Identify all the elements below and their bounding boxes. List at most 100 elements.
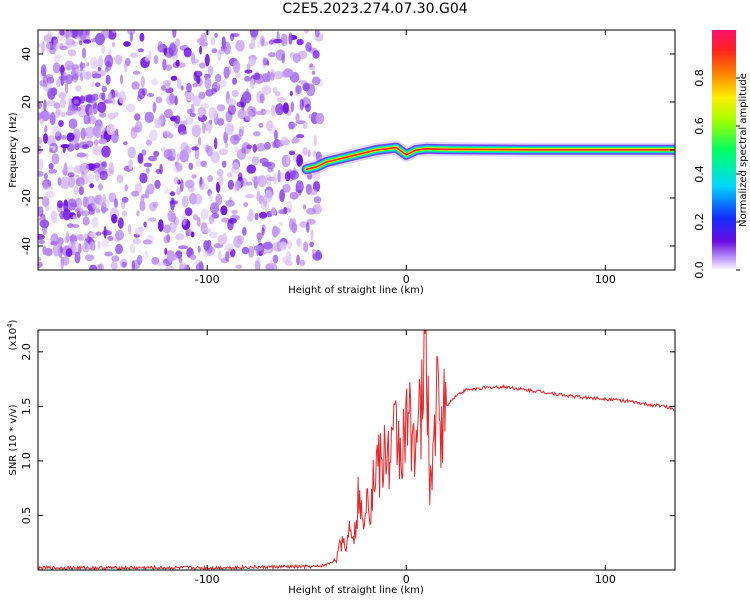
noise-blob — [200, 208, 209, 220]
noise-blob — [295, 113, 300, 123]
noise-blob — [101, 239, 110, 248]
noise-blob — [112, 41, 115, 48]
chart-title: C2E5.2023.274.07.30.G04 — [282, 1, 468, 17]
noise-blob — [143, 162, 153, 168]
noise-blob — [279, 241, 287, 251]
noise-blob — [72, 73, 79, 83]
noise-blob — [72, 241, 80, 253]
noise-blob — [89, 183, 94, 189]
noise-blob — [235, 264, 243, 269]
noise-blob — [165, 64, 172, 71]
noise-blob — [67, 175, 76, 188]
noise-blob — [95, 231, 102, 236]
noise-blob — [221, 217, 230, 223]
noise-blob — [241, 147, 246, 154]
y-tick-label: 2.0 — [20, 343, 33, 361]
noise-blob — [141, 149, 147, 156]
noise-blob — [138, 88, 146, 100]
noise-blob — [94, 32, 105, 46]
noise-blob — [38, 261, 43, 268]
noise-blob — [231, 89, 239, 98]
noise-blob — [147, 155, 158, 162]
noise-blob — [63, 162, 68, 176]
noise-blob — [99, 92, 104, 100]
noise-blob — [92, 102, 98, 115]
snr-x-ticks: -100 0 100 — [195, 330, 616, 586]
noise-blob — [115, 128, 119, 137]
noise-blob — [236, 215, 240, 220]
noise-blob — [169, 220, 177, 233]
noise-blob — [274, 71, 284, 80]
noise-blob — [220, 205, 228, 216]
noise-blob — [78, 207, 84, 215]
noise-blob — [78, 40, 83, 46]
noise-blob — [250, 38, 256, 49]
noise-blob — [192, 58, 200, 64]
noise-blob — [232, 60, 241, 73]
noise-blob — [248, 209, 254, 222]
noise-blob — [315, 112, 325, 125]
noise-blob — [167, 148, 176, 162]
noise-blob — [101, 161, 106, 167]
noise-blob — [39, 79, 47, 87]
noise-blob — [147, 217, 157, 222]
noise-blob — [38, 43, 43, 48]
noise-blob — [275, 103, 284, 116]
noise-blob — [288, 150, 296, 156]
noise-blob — [79, 61, 84, 72]
noise-blob — [56, 78, 61, 88]
noise-blob — [262, 241, 273, 250]
noise-blob — [131, 190, 140, 197]
noise-blob — [312, 50, 320, 59]
noise-blob — [202, 252, 211, 257]
noise-blob — [277, 96, 286, 103]
noise-blob — [258, 122, 264, 128]
noise-blob — [224, 243, 234, 252]
noise-blob — [72, 214, 77, 220]
noise-blob — [41, 196, 50, 207]
y-tick-label: -20 — [20, 189, 33, 207]
noise-blob — [49, 147, 53, 153]
noise-blob — [80, 127, 86, 140]
noise-blob — [105, 74, 111, 85]
noise-blob — [113, 90, 120, 98]
noise-blob — [136, 254, 143, 265]
noise-blob — [188, 162, 194, 170]
noise-blob — [164, 247, 168, 255]
noise-blob — [256, 142, 266, 152]
noise-blob — [258, 211, 268, 219]
noise-blob — [208, 107, 217, 120]
noise-blob — [238, 129, 244, 137]
noise-blob — [51, 153, 60, 165]
noise-blob — [93, 162, 101, 169]
noise-blob — [103, 226, 107, 239]
noise-blob — [302, 204, 307, 210]
noise-blob — [74, 251, 81, 264]
noise-blob — [79, 173, 89, 185]
noise-blob — [141, 194, 148, 199]
noise-blob — [178, 262, 188, 270]
spectrogram-y-label: Frequency (Hz) — [8, 112, 19, 188]
noise-blob — [139, 172, 148, 184]
noise-blob — [259, 35, 265, 47]
noise-blob — [299, 98, 304, 111]
noise-blob — [46, 186, 54, 191]
noise-blob — [51, 125, 62, 137]
noise-blob — [302, 96, 309, 106]
noise-blob — [302, 147, 309, 156]
y-tick-label: 40 — [20, 47, 33, 61]
noise-blob — [310, 229, 314, 241]
noise-blob — [53, 39, 59, 51]
noise-blob — [186, 82, 192, 93]
noise-blob — [277, 169, 281, 183]
x-tick-label: -100 — [195, 573, 220, 586]
noise-blob — [61, 135, 67, 140]
noise-blob — [306, 222, 310, 233]
noise-blob — [193, 71, 198, 82]
noise-blob — [309, 63, 314, 68]
noise-blob — [311, 76, 321, 86]
noise-blob — [76, 234, 83, 241]
noise-blob — [90, 81, 95, 88]
noise-blob — [126, 103, 136, 113]
